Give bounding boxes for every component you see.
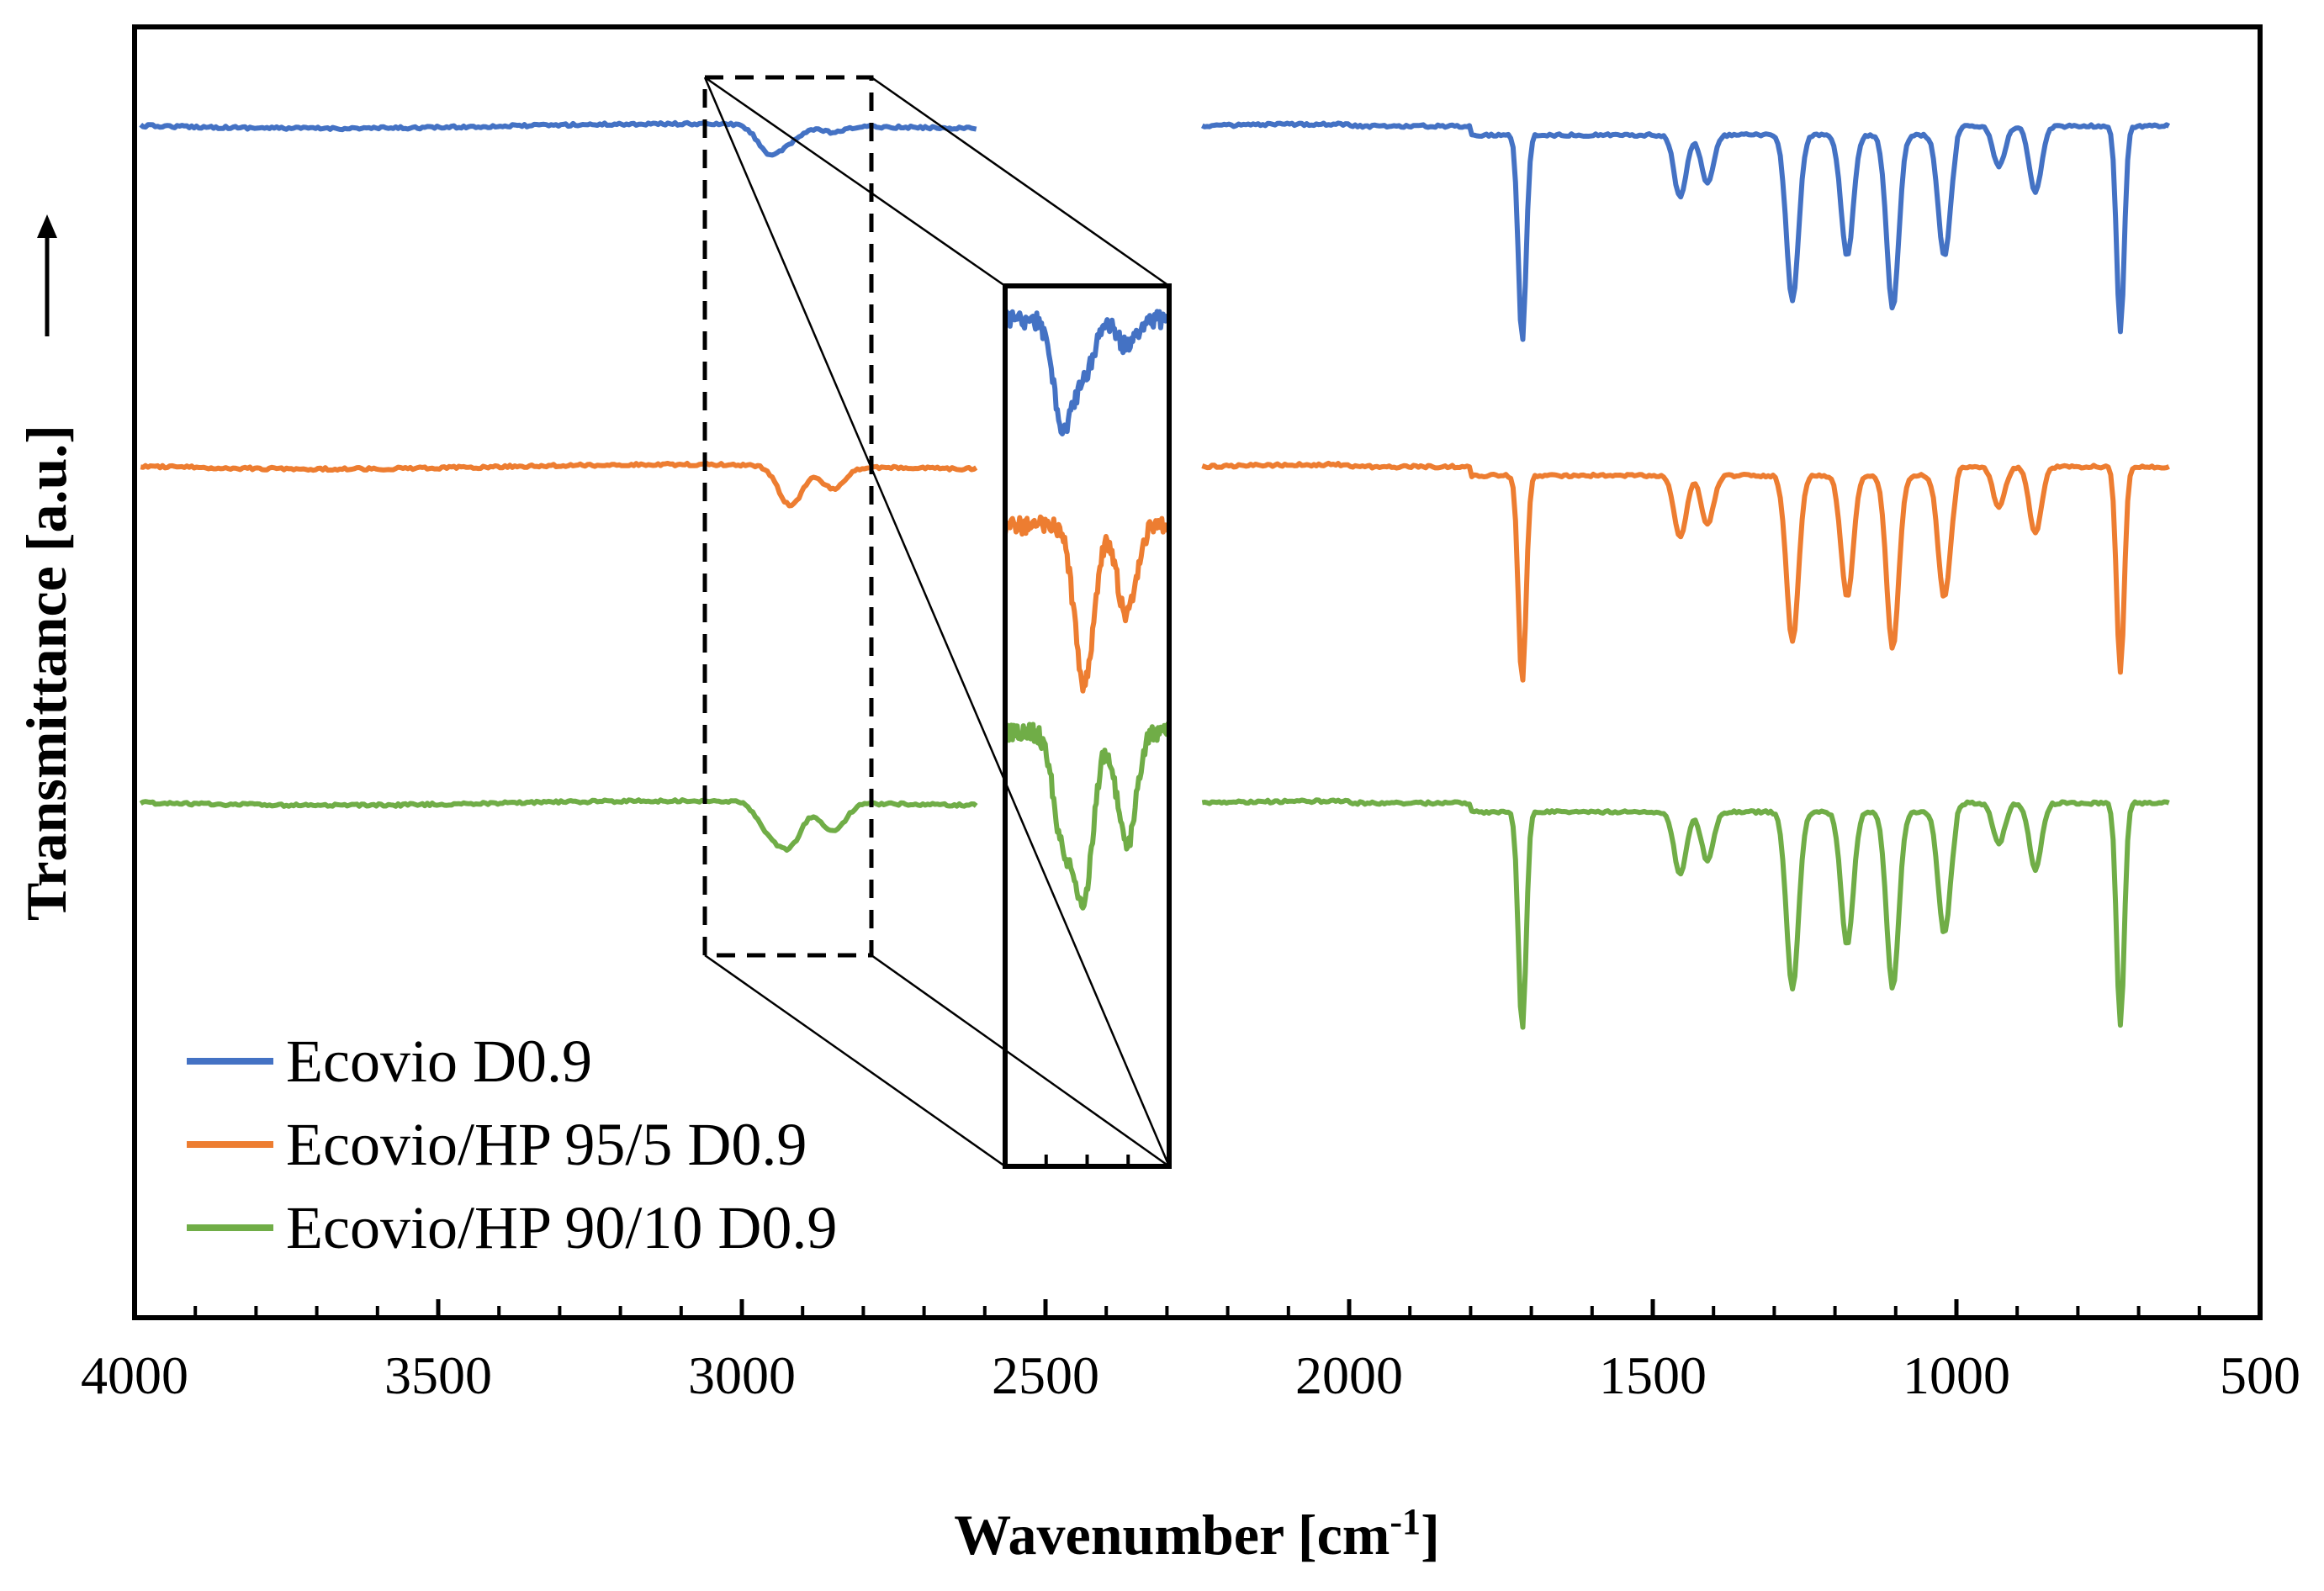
x-tick-label: 3000: [688, 1345, 796, 1405]
series-line-left: [140, 461, 978, 509]
inset-connector: [871, 954, 1170, 1168]
x-axis-title: Wavenumber [cm-1]: [954, 1501, 1439, 1567]
plot-frame: [132, 24, 2263, 1320]
x-axis: 4000 3500 3000 2500 2000 1500 1000 500: [81, 1299, 2300, 1405]
series-line-left: [139, 797, 978, 853]
inset-source-box: [702, 75, 874, 958]
legend: Ecovio D0.9 Ecovio/HP 95/5 D0.9 Ecovio/HP …: [187, 1028, 837, 1261]
x-tick-label: 4000: [81, 1345, 188, 1405]
series-line-right: [1200, 120, 2171, 342]
series-layer: [139, 119, 2171, 1030]
inset-connector: [871, 76, 1170, 288]
x-tick-label: 1500: [1599, 1345, 1707, 1405]
inset-layer: [702, 75, 1172, 1169]
inset-series-line: [1003, 309, 1172, 436]
legend-label: Ecovio/HP 90/10 D0.9: [286, 1194, 837, 1261]
y-axis-arrow-head: [37, 214, 57, 238]
series-line-right: [1201, 460, 2170, 683]
y-axis-title: Transmittance [a.u.]: [14, 425, 78, 921]
series-line-right: [1201, 797, 2170, 1030]
x-tick-label: 2000: [1295, 1345, 1403, 1405]
legend-label: Ecovio D0.9: [286, 1028, 592, 1095]
inset-connector: [703, 77, 1171, 1167]
legend-label: Ecovio/HP 95/5 D0.9: [286, 1111, 807, 1178]
inset-connector: [704, 954, 1006, 1168]
x-tick-label: 1000: [1903, 1345, 2010, 1405]
x-tick-label: 2500: [992, 1345, 1099, 1405]
series-line-left: [139, 119, 977, 158]
inset-series-line: [1003, 721, 1172, 911]
x-tick-label: 500: [2220, 1345, 2300, 1405]
x-tick-label: 3500: [384, 1345, 492, 1405]
inset-connector: [704, 76, 1006, 288]
y-axis-title-group: Transmittance [a.u.]: [14, 214, 78, 921]
inset-series-line: [1003, 514, 1171, 694]
